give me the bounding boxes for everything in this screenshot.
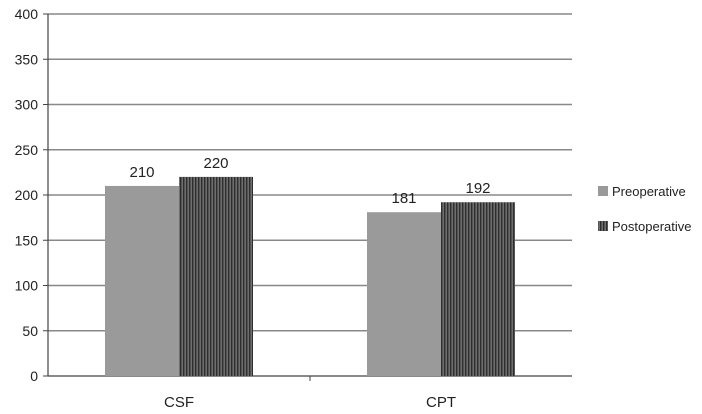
legend-swatch-postoperative: [598, 221, 608, 231]
bar-postoperative-csf: [179, 176, 253, 376]
bars: [105, 176, 515, 376]
legend-label-preoperative: Preoperative: [612, 184, 686, 199]
data-label: 210: [129, 164, 154, 181]
legend-label-postoperative: Postoperative: [612, 219, 692, 234]
legend: Preoperative Postoperative: [598, 184, 692, 234]
y-tick-label: 200: [15, 187, 39, 203]
y-tick-label: 150: [15, 232, 39, 248]
data-label: 192: [465, 180, 490, 197]
y-tick-label: 300: [15, 97, 39, 113]
y-tick-label: 350: [15, 51, 39, 67]
y-tick-label: 50: [22, 323, 38, 339]
bar-preoperative-cpt: [367, 212, 441, 376]
y-tick-label: 400: [15, 6, 39, 22]
x-category-label: CPT: [426, 394, 456, 411]
y-tick-label: 100: [15, 278, 39, 294]
x-category-label: CSF: [164, 394, 194, 411]
y-tick-label: 0: [30, 368, 38, 384]
data-labels: 210 220 181 192: [129, 155, 490, 207]
y-tick-label: 250: [15, 142, 39, 158]
data-label: 220: [203, 155, 228, 172]
bar-preoperative-csf: [105, 185, 179, 376]
data-label: 181: [391, 190, 416, 207]
bar-postoperative-cpt: [441, 202, 515, 376]
legend-swatch-preoperative: [598, 186, 608, 196]
